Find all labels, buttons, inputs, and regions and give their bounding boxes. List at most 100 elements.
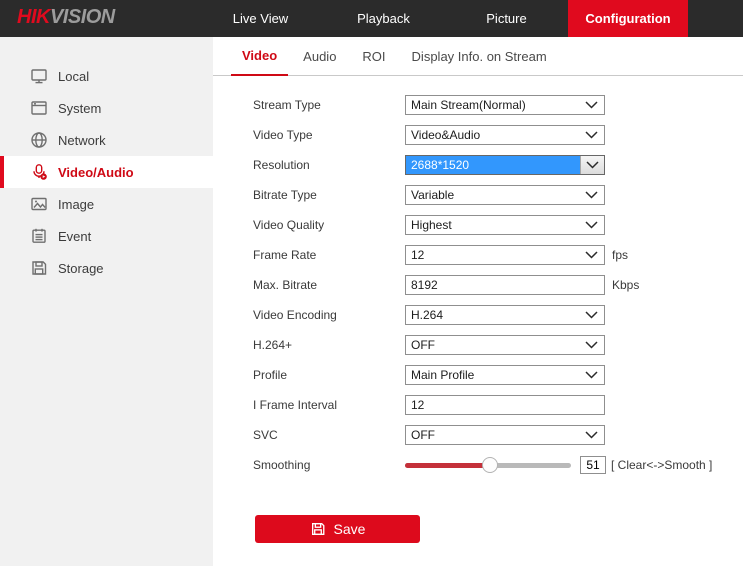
sidebar-item-label: Storage: [58, 260, 104, 276]
nav-playback[interactable]: Playback: [357, 11, 410, 26]
profile-select[interactable]: Main Profile: [405, 365, 605, 385]
field-label: Video Type: [253, 128, 313, 142]
form-row-smoothing: Smoothing [ Clear<->Smooth ]: [253, 450, 712, 480]
field-label: Video Quality: [253, 218, 325, 232]
field-label: Frame Rate: [253, 248, 317, 262]
form-row-video-quality: Video Quality Highest: [253, 210, 712, 240]
form-row-stream-type: Stream Type Main Stream(Normal): [253, 90, 712, 120]
stream-tabs: Video Audio ROI Display Info. on Stream: [213, 37, 743, 76]
video-quality-select[interactable]: Highest: [405, 215, 605, 235]
main-content: Video Audio ROI Display Info. on Stream …: [213, 37, 743, 566]
select-value: Highest: [411, 218, 452, 232]
sidebar-item-label: System: [58, 100, 102, 116]
slider-fill: [405, 463, 490, 468]
select-value: Main Profile: [411, 368, 475, 382]
field-label: Profile: [253, 368, 288, 382]
sidebar-item-label: Local: [58, 68, 90, 84]
microphone-icon: [30, 163, 48, 181]
chevron-down-icon: [585, 341, 598, 349]
sidebar-item-local[interactable]: Local: [0, 60, 213, 92]
iframe-interval-input[interactable]: [405, 395, 605, 415]
form-row-profile: Profile Main Profile: [253, 360, 712, 390]
kbps-unit-label: Kbps: [612, 278, 640, 292]
globe-icon: [30, 131, 48, 149]
resolution-select[interactable]: 2688*1520: [405, 155, 605, 175]
select-value: OFF: [411, 338, 435, 352]
logo-hik: HIK: [17, 6, 50, 28]
chevron-down-icon: [585, 191, 598, 199]
sidebar-item-label: Image: [58, 196, 95, 212]
form-row-max-bitrate: Max. Bitrate Kbps: [253, 270, 712, 300]
sidebar-item-system[interactable]: System: [0, 92, 213, 124]
select-value: Main Stream(Normal): [411, 98, 526, 112]
video-encoding-select[interactable]: H.264: [405, 305, 605, 325]
field-label: Smoothing: [253, 458, 311, 472]
form-row-h264plus: H.264+ OFF: [253, 330, 712, 360]
chevron-down-icon: [585, 101, 598, 109]
tab-audio[interactable]: Audio: [303, 49, 337, 64]
h264plus-select[interactable]: OFF: [405, 335, 605, 355]
form-row-iframe-interval: I Frame Interval: [253, 390, 712, 420]
chevron-down-icon: [585, 311, 598, 319]
hikvision-logo: HIKVISION: [17, 6, 115, 29]
window-icon: [30, 99, 48, 117]
select-value-highlighted: 2688*1520: [406, 156, 580, 174]
sidebar-item-storage[interactable]: Storage: [0, 252, 213, 284]
tab-video[interactable]: Video: [231, 37, 289, 76]
chevron-down-icon: [585, 431, 598, 439]
form-row-video-type: Video Type Video&Audio: [253, 120, 712, 150]
save-icon: [310, 521, 326, 537]
smoothing-value-input[interactable]: [580, 456, 606, 474]
field-label: Stream Type: [253, 98, 321, 112]
select-value: OFF: [411, 428, 435, 442]
top-navigation: Live View Playback Picture Configuration: [199, 0, 688, 37]
sidebar-item-label: Network: [58, 132, 106, 148]
form-row-bitrate-type: Bitrate Type Variable: [253, 180, 712, 210]
event-icon: [30, 227, 48, 245]
save-button[interactable]: Save: [255, 515, 420, 543]
svc-select[interactable]: OFF: [405, 425, 605, 445]
bitrate-type-select[interactable]: Variable: [405, 185, 605, 205]
select-value: H.264: [411, 308, 444, 322]
slider-track[interactable]: [405, 457, 571, 473]
image-icon: [30, 195, 48, 213]
frame-rate-select[interactable]: 12: [405, 245, 605, 265]
sidebar-item-image[interactable]: Image: [0, 188, 213, 220]
sidebar-item-network[interactable]: Network: [0, 124, 213, 156]
field-label: I Frame Interval: [253, 398, 338, 412]
fps-unit-label: fps: [612, 248, 629, 262]
sidebar-item-video-audio[interactable]: Video/Audio: [0, 156, 213, 188]
storage-icon: [30, 259, 48, 277]
select-value: 12: [411, 248, 425, 262]
top-bar: HIKVISION Live View Playback Picture Con…: [0, 0, 743, 37]
chevron-down-icon[interactable]: [580, 156, 604, 174]
sidebar-menu: Local System Network: [0, 60, 213, 284]
nav-configuration[interactable]: Configuration: [568, 0, 688, 37]
nav-live-view[interactable]: Live View: [232, 11, 289, 26]
chevron-down-icon: [585, 221, 598, 229]
chevron-down-icon: [585, 371, 598, 379]
max-bitrate-input[interactable]: [405, 275, 605, 295]
sidebar-item-label: Event: [58, 228, 92, 244]
nav-picture[interactable]: Picture: [486, 11, 527, 26]
tab-display-info-on-stream[interactable]: Display Info. on Stream: [411, 49, 547, 64]
sidebar: Local System Network: [0, 37, 213, 566]
form-row-resolution: Resolution 2688*1520: [253, 150, 712, 180]
sidebar-item-event[interactable]: Event: [0, 220, 213, 252]
smoothing-slider[interactable]: [405, 455, 571, 475]
form-row-frame-rate: Frame Rate 12 fps: [253, 240, 712, 270]
select-value: Video&Audio: [411, 128, 481, 142]
clear-smooth-hint: [ Clear<->Smooth ]: [611, 458, 713, 472]
chevron-down-icon: [585, 251, 598, 259]
chevron-down-icon: [585, 131, 598, 139]
slider-thumb[interactable]: [481, 457, 498, 473]
tab-roi[interactable]: ROI: [362, 49, 386, 64]
field-label: Video Encoding: [253, 308, 337, 322]
field-label: SVC: [253, 428, 278, 442]
field-label: Resolution: [253, 158, 310, 172]
video-type-select[interactable]: Video&Audio: [405, 125, 605, 145]
stream-type-select[interactable]: Main Stream(Normal): [405, 95, 605, 115]
select-value: Variable: [411, 188, 455, 202]
video-settings-form: Stream Type Main Stream(Normal) Video Ty…: [253, 90, 712, 480]
monitor-icon: [30, 67, 48, 85]
